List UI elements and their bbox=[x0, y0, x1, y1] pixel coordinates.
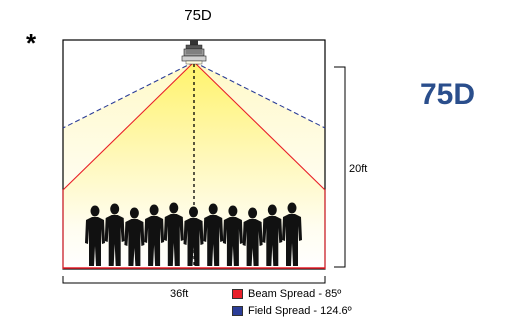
person-silhouette bbox=[144, 204, 165, 266]
height-dimension-bracket bbox=[334, 66, 346, 268]
beam-spread-swatch bbox=[232, 289, 243, 299]
field-spread-line-left bbox=[62, 61, 195, 129]
field-spread-swatch bbox=[232, 306, 243, 316]
person-silhouette bbox=[282, 202, 302, 266]
beam-spread-line-left bbox=[62, 61, 195, 269]
fixture-model-label: 75D bbox=[184, 7, 212, 24]
asterisk-marker: * bbox=[26, 28, 37, 58]
people-silhouettes bbox=[85, 202, 302, 266]
person-silhouette bbox=[222, 205, 243, 266]
width-dimension-label: 36ft bbox=[170, 288, 189, 300]
beam-spread-area bbox=[63, 62, 325, 269]
beam-spread-label: Beam Spread - 85º bbox=[248, 288, 342, 300]
person-silhouette bbox=[183, 206, 204, 266]
person-silhouette bbox=[104, 203, 125, 266]
person-silhouette bbox=[262, 204, 283, 266]
width-dimension-bracket bbox=[62, 276, 326, 284]
field-spread-line-right bbox=[193, 61, 326, 129]
person-silhouette bbox=[163, 202, 184, 266]
legend-item-field-spread: Field Spread - 124.6º bbox=[232, 305, 352, 317]
field-spread-label: Field Spread - 124.6º bbox=[248, 305, 352, 317]
beam-spread-line-right bbox=[193, 61, 326, 269]
person-silhouette bbox=[124, 207, 145, 266]
legend-item-beam-spread: Beam Spread - 85º bbox=[232, 288, 341, 300]
page-title: 75D bbox=[420, 78, 476, 111]
height-dimension-label: 20ft bbox=[349, 163, 368, 175]
person-silhouette bbox=[203, 203, 224, 266]
person-silhouette bbox=[85, 205, 105, 266]
person-silhouette bbox=[242, 207, 263, 266]
light-fixture-icon bbox=[181, 40, 207, 65]
